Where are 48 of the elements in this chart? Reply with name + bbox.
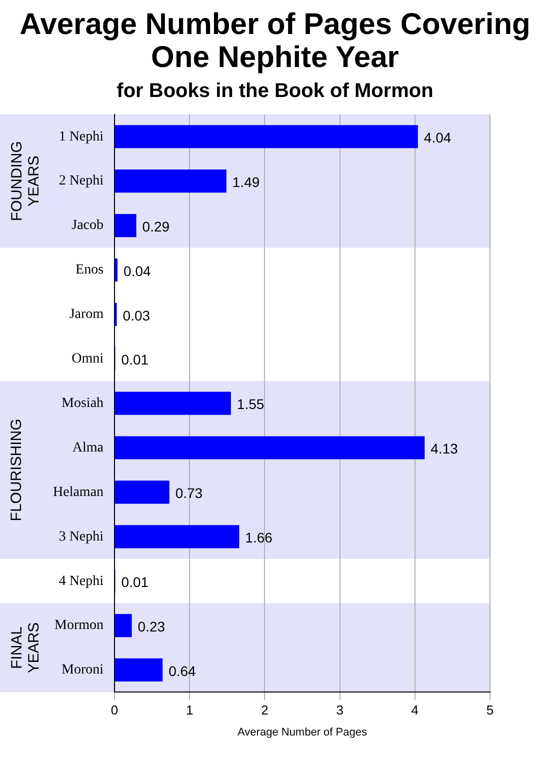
x-tick-label: 1	[186, 702, 194, 718]
x-tick-label: 5	[486, 702, 494, 718]
chart-subtitle: for Books in the Book of Mormon	[116, 80, 434, 103]
y-tick-label: Mormon	[54, 618, 104, 634]
y-tick-label: 1 Nephi	[58, 129, 104, 144]
data-label: 0.01	[121, 574, 149, 590]
data-label: 1.55	[236, 396, 264, 412]
y-tick-label: 3 Nephi	[58, 529, 104, 544]
y-tick-label: Omni	[72, 352, 104, 367]
y-tick-label: 4 Nephi	[58, 574, 104, 589]
chart-title: Average Number of Pages Covering One Nephite Year	[18, 8, 532, 74]
x-tick-label: 0	[110, 702, 118, 718]
bar	[115, 392, 231, 415]
y-tick-label: 2 Nephi	[58, 174, 104, 189]
y-tick-label: Alma	[72, 440, 104, 456]
data-label: 0.64	[168, 662, 196, 679]
band-label: FLOURISHING	[8, 418, 26, 522]
data-label: 0.04	[124, 262, 151, 279]
bar	[115, 525, 240, 548]
bar	[115, 125, 418, 148]
data-label: 0.29	[142, 218, 170, 234]
band-label: FINAL YEARS	[8, 622, 43, 674]
x-tick-label: 3	[336, 702, 344, 718]
bar	[115, 170, 226, 193]
y-tick-label: Jacob	[72, 218, 104, 234]
y-tick-label: Jarom	[69, 307, 104, 322]
y-tick-label: Moroni	[62, 662, 104, 678]
data-label: 1.49	[232, 174, 260, 190]
data-label: 0.23	[138, 618, 166, 634]
bar	[115, 214, 136, 238]
y-tick-label: Enos	[76, 262, 104, 278]
x-tick-label: 2	[261, 702, 268, 718]
bar	[115, 436, 425, 460]
y-tick-label: Mosiah	[62, 396, 104, 411]
data-label: 4.04	[424, 129, 452, 146]
bar	[115, 658, 163, 682]
band-label: FOUNDING YEARS	[8, 141, 43, 222]
bar	[115, 480, 170, 504]
bar	[115, 614, 132, 638]
data-label: 0.01	[121, 352, 149, 368]
data-label: 1.66	[245, 530, 273, 546]
data-label: 0.03	[122, 307, 150, 324]
data-label: 4.13	[430, 440, 458, 457]
data-label: 0.73	[175, 485, 203, 502]
y-tick-label: Helaman	[53, 484, 104, 500]
x-tick-label: 4	[411, 702, 419, 718]
bar	[115, 258, 118, 282]
x-axis-title: Average Number of Pages	[238, 726, 368, 738]
